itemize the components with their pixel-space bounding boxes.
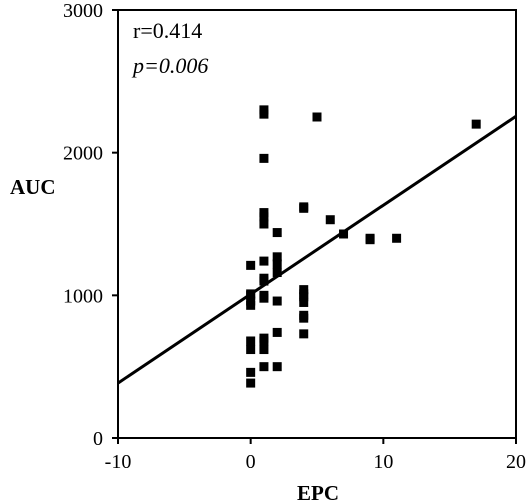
data-point (259, 273, 269, 283)
p-value-annotation: p=0.006 (131, 53, 208, 78)
data-point (259, 208, 269, 218)
data-point (365, 233, 375, 243)
y-tick-label: 2000 (63, 143, 103, 165)
data-point (325, 215, 335, 225)
x-tick-label: 10 (373, 451, 393, 473)
y-axis-label: AUC (10, 175, 56, 199)
data-point (259, 362, 269, 372)
data-point (299, 329, 309, 339)
data-point (259, 219, 269, 229)
data-point (246, 336, 256, 346)
data-point (259, 290, 269, 300)
data-points (246, 105, 481, 388)
plot-border (117, 9, 517, 439)
data-point (246, 345, 256, 355)
plot-frame (117, 9, 517, 439)
data-point (259, 333, 269, 343)
correlation-r-annotation: r=0.414 (133, 18, 202, 43)
data-point (299, 285, 309, 295)
data-point (246, 378, 256, 388)
data-point (272, 228, 282, 238)
data-point (272, 362, 282, 372)
regression-line (117, 115, 517, 385)
data-point (471, 119, 481, 129)
data-point (392, 233, 402, 243)
x-tick-label: -10 (105, 451, 132, 473)
data-point (312, 112, 322, 122)
x-tick-label: 20 (506, 451, 526, 473)
data-point (246, 260, 256, 270)
data-point (259, 345, 269, 355)
y-tick-label: 0 (93, 428, 103, 450)
data-point (259, 256, 269, 266)
data-point (272, 259, 282, 269)
data-point (299, 310, 309, 320)
data-point (272, 296, 282, 306)
data-point (259, 153, 269, 163)
x-tick-label: 0 (246, 451, 256, 473)
data-point (272, 268, 282, 278)
data-point (299, 202, 309, 212)
y-tick-label: 3000 (63, 0, 103, 22)
data-point (259, 105, 269, 115)
data-point (246, 296, 256, 306)
data-point (299, 297, 309, 307)
data-point (272, 327, 282, 337)
data-point (246, 367, 256, 377)
data-point (272, 252, 282, 262)
data-point (339, 229, 349, 239)
regression-line-group (117, 115, 517, 385)
y-tick-label: 1000 (63, 285, 103, 307)
x-axis-label: EPC (297, 481, 339, 502)
